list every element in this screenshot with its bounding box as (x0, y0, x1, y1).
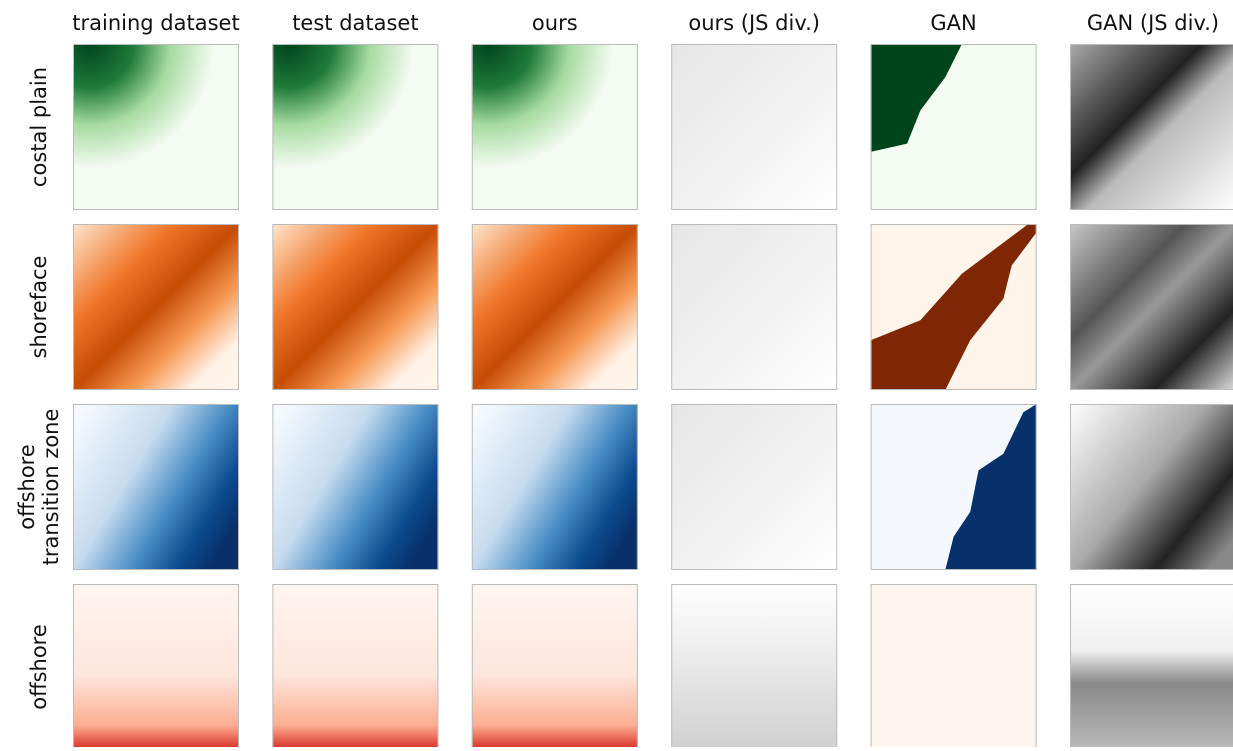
panel-image (272, 224, 438, 390)
panel (671, 584, 837, 747)
panel-image (272, 404, 438, 570)
column-header: GAN (JS div.) (1087, 11, 1219, 35)
panel (1070, 44, 1233, 210)
panel (73, 44, 239, 210)
panel-image (1070, 44, 1233, 210)
panel-image (671, 224, 837, 390)
column-header: ours (532, 11, 578, 35)
panel (73, 224, 239, 390)
panel (472, 44, 638, 210)
panel (272, 404, 438, 570)
panel (671, 224, 837, 390)
panel-image (1070, 584, 1233, 747)
panel (671, 44, 837, 210)
panel (472, 224, 638, 390)
panel (1070, 224, 1233, 390)
panel-image (671, 404, 837, 570)
panel-image (73, 404, 239, 570)
column-header: GAN (930, 11, 976, 35)
panel-image (1070, 224, 1233, 390)
panel-image (73, 44, 239, 210)
row-label: offshore (15, 444, 39, 530)
panel-image (472, 44, 638, 210)
row-label: offshore (27, 624, 51, 710)
panel-image (671, 584, 837, 747)
panel (272, 224, 438, 390)
panel (73, 584, 239, 747)
row-label: shoreface (27, 256, 51, 359)
panel (871, 224, 1037, 390)
panel (272, 584, 438, 747)
panel (472, 584, 638, 747)
panel (871, 584, 1037, 747)
panel-image (272, 584, 438, 747)
panel-image (1070, 404, 1233, 570)
column-header: ours (JS div.) (688, 11, 820, 35)
panel (73, 404, 239, 570)
panel (1070, 584, 1233, 747)
panel-image (871, 584, 1037, 747)
panel (272, 44, 438, 210)
panel (671, 404, 837, 570)
column-header: training dataset (72, 11, 239, 35)
panel-image (73, 584, 239, 747)
panel-image (472, 584, 638, 747)
panel-image (73, 224, 239, 390)
panel-image (472, 404, 638, 570)
panel-image (272, 44, 438, 210)
row-label: costal plain (27, 67, 51, 187)
panel-image (671, 44, 837, 210)
panel (1070, 404, 1233, 570)
row-label: transition zone (39, 409, 63, 566)
panel-image (472, 224, 638, 390)
panel (472, 404, 638, 570)
column-header: test dataset (292, 11, 418, 35)
panel (871, 404, 1037, 570)
panel (871, 44, 1037, 210)
